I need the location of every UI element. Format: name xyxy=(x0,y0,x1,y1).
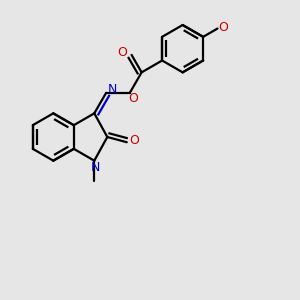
Text: O: O xyxy=(130,134,140,147)
Text: O: O xyxy=(128,92,138,104)
Text: O: O xyxy=(117,46,127,59)
Text: N: N xyxy=(91,160,101,173)
Text: N: N xyxy=(108,83,117,96)
Text: O: O xyxy=(218,21,228,34)
